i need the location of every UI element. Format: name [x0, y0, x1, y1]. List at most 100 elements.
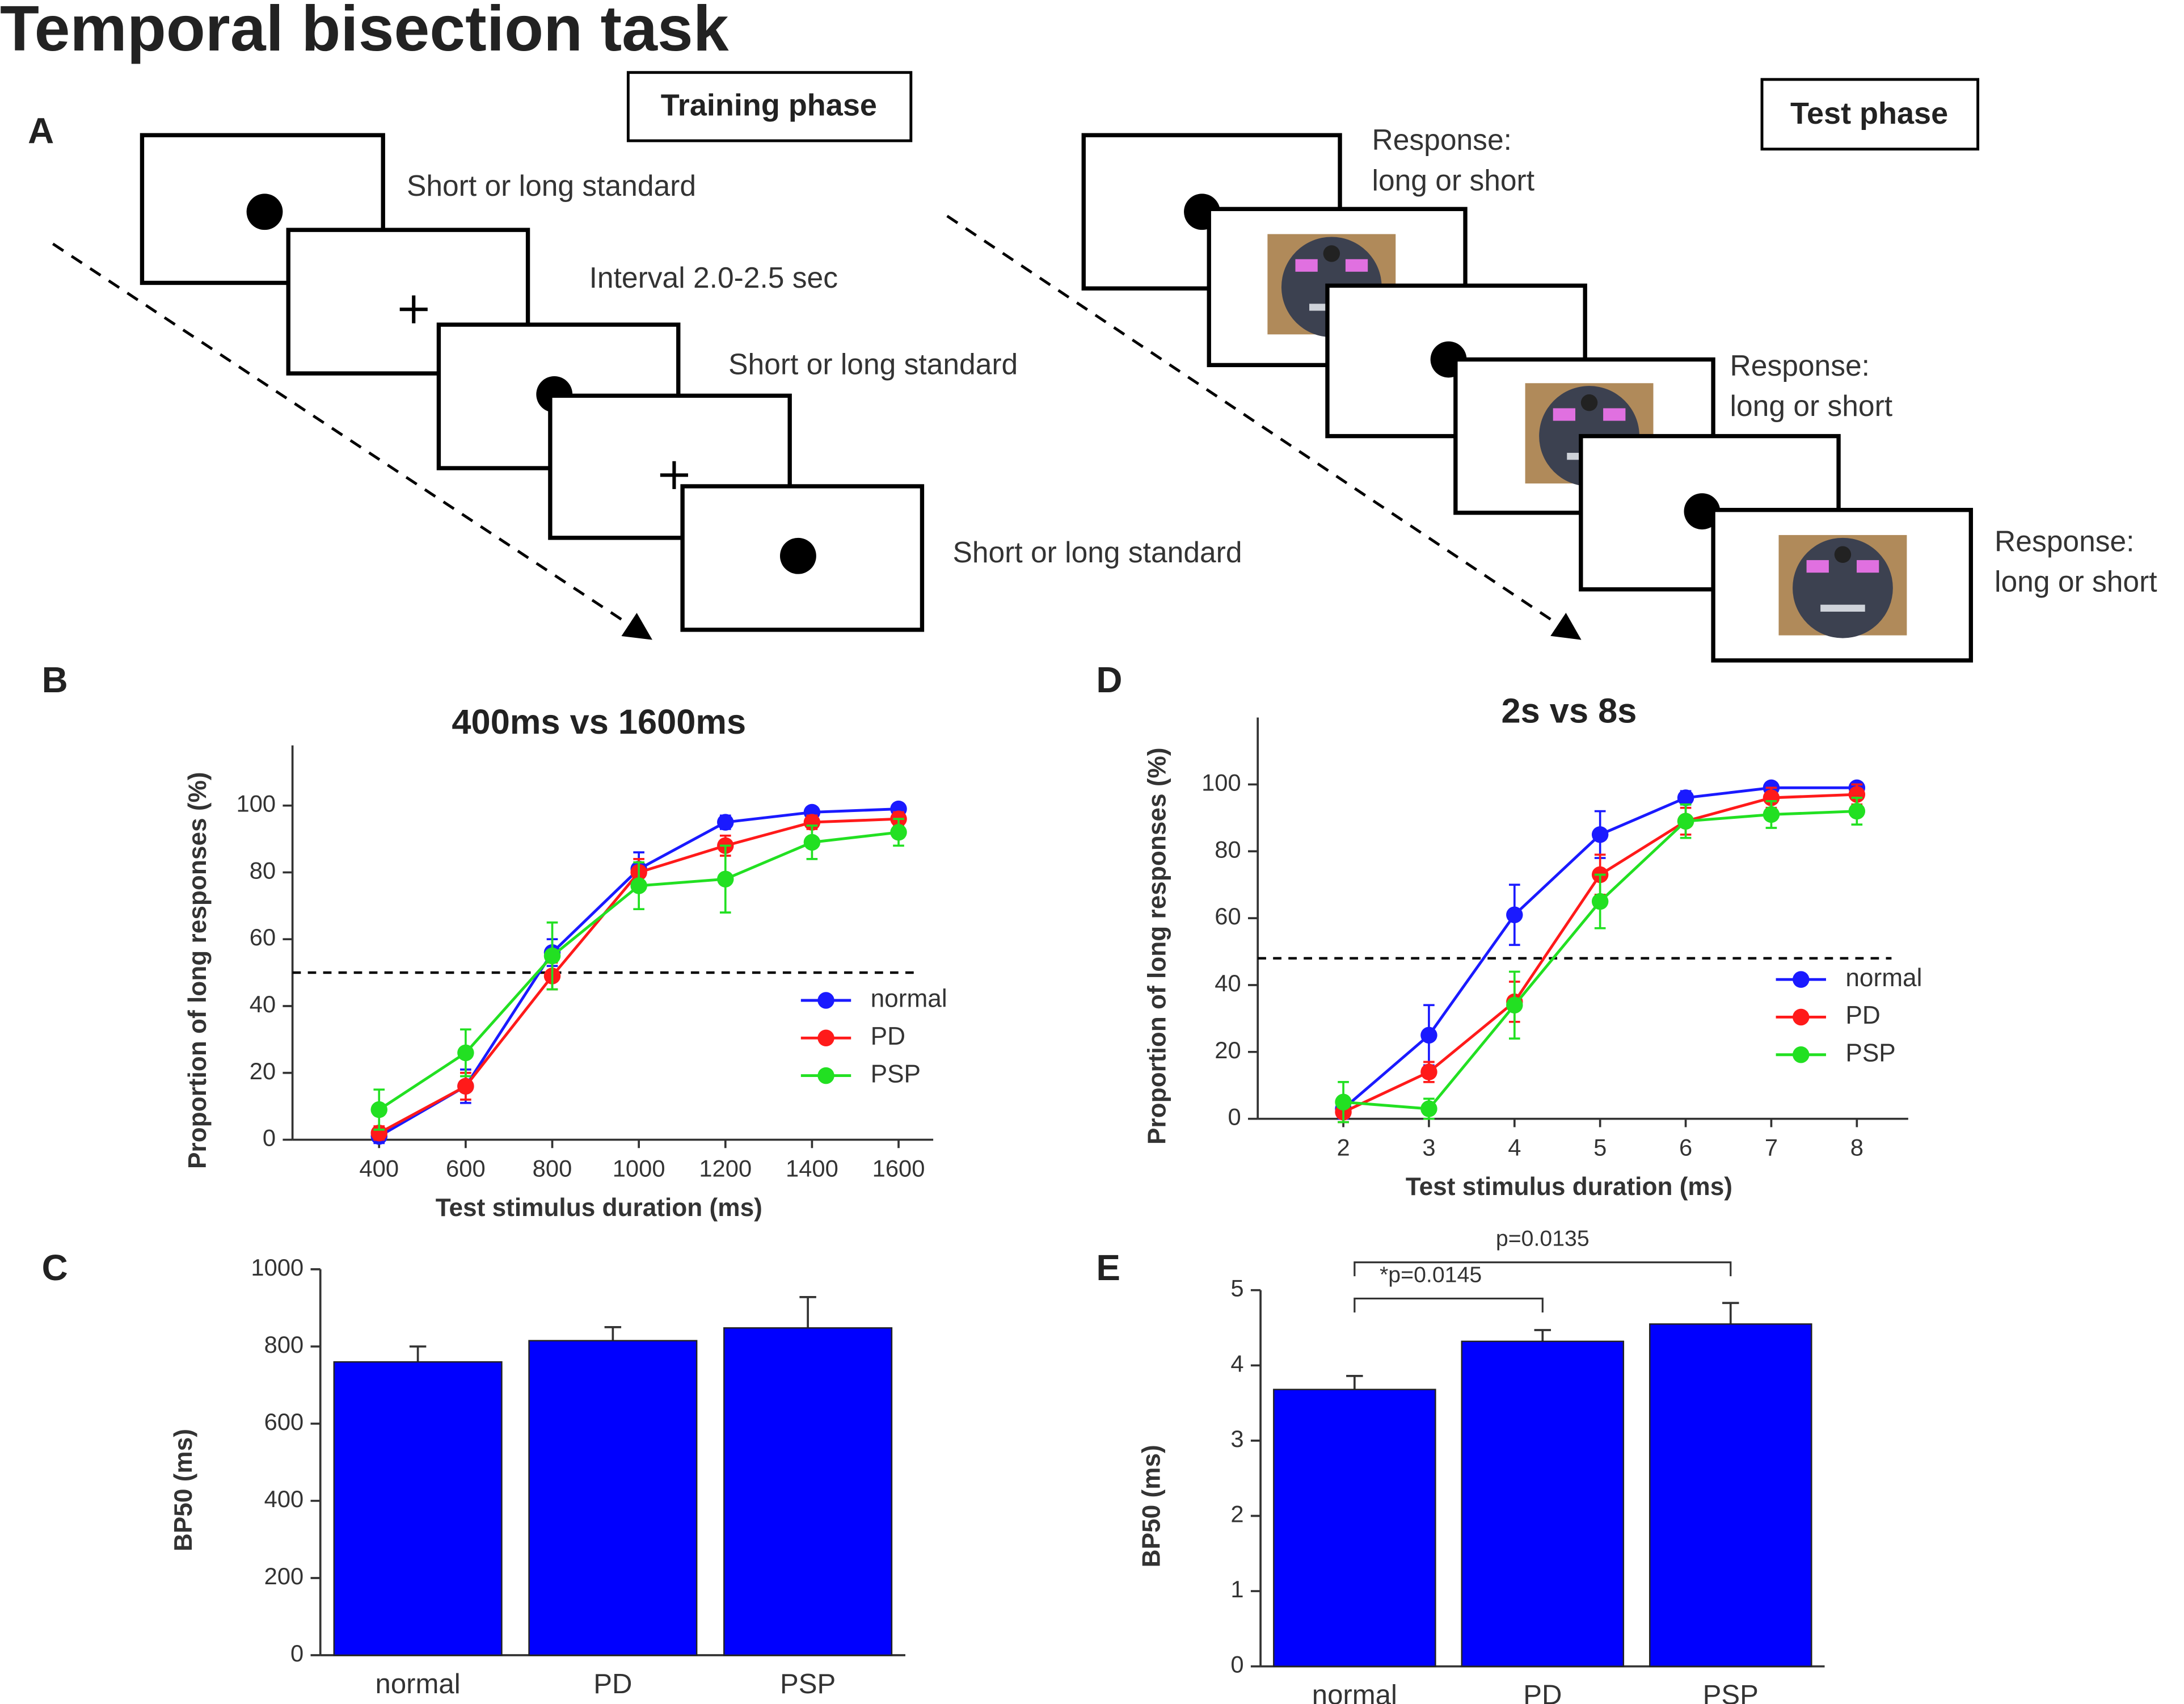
caption: Response: [1730, 349, 1870, 382]
data-point [1591, 893, 1609, 910]
data-point [1848, 802, 1866, 820]
caption: long or short [1372, 163, 1535, 196]
error-bar [799, 1296, 816, 1328]
data-point [1677, 813, 1694, 830]
caption: long or short [1995, 565, 2157, 598]
y-tick-label: 80 [1215, 836, 1241, 862]
panel-label: D [1096, 659, 1122, 700]
y-tick-label: 800 [264, 1331, 304, 1358]
bar [723, 1327, 893, 1656]
y-tick-label: 1 [1230, 1576, 1243, 1602]
legend-marker [817, 1029, 834, 1047]
y-axis-label: BP50 (ms) [1138, 1445, 1166, 1567]
legend-marker [817, 1067, 834, 1084]
x-tick-label: 3 [1422, 1134, 1435, 1161]
x-axis-label: Test stimulus duration (ms) [436, 1194, 762, 1222]
phase-heading: Test phase [1790, 96, 1948, 131]
y-tick-label: 200 [264, 1563, 304, 1589]
x-tick-label: normal [1312, 1680, 1397, 1704]
data-point [543, 947, 561, 965]
legend-marker [1793, 1008, 1810, 1026]
panel-label: A [28, 111, 54, 152]
y-tick-label: 0 [290, 1640, 303, 1667]
x-tick-label: 6 [1679, 1134, 1692, 1161]
error-bar [1534, 1329, 1551, 1341]
legend-marker [1793, 971, 1810, 988]
figure-title: Temporal bisection task [0, 0, 729, 64]
bar [528, 1340, 698, 1656]
x-tick-label: PD [1523, 1680, 1562, 1704]
chart-title: 400ms vs 1600ms [452, 702, 746, 742]
time-arrow [52, 242, 652, 640]
y-tick-label: 0 [1230, 1651, 1243, 1678]
y-tick-label: 3 [1230, 1425, 1243, 1452]
y-tick-label: 600 [264, 1408, 304, 1435]
significance-bracket [1354, 1297, 1544, 1312]
annotation: *p=0.0145 [1380, 1263, 1482, 1288]
phase-heading: Training phase [661, 88, 877, 122]
data-point [630, 877, 647, 894]
x-tick-label: 800 [533, 1155, 572, 1182]
legend-label: normal [871, 985, 947, 1013]
data-point [1763, 806, 1780, 823]
y-tick-label: 40 [1215, 970, 1241, 996]
legend-label: PD [871, 1023, 905, 1050]
phase-box [626, 71, 913, 142]
y-tick-label: 0 [1228, 1104, 1241, 1130]
error-bar [409, 1345, 427, 1362]
significance-bracket [1354, 1261, 1732, 1277]
y-tick-label: 60 [250, 924, 276, 950]
data-point [1420, 1100, 1437, 1117]
x-tick-label: 2 [1336, 1134, 1350, 1161]
x-tick-label: 1400 [786, 1155, 838, 1182]
data-point [1420, 1063, 1437, 1080]
y-tick-label: 20 [1215, 1037, 1241, 1063]
bar [1649, 1323, 1812, 1667]
data-point [890, 824, 907, 841]
y-tick-label: 100 [237, 790, 276, 817]
x-tick-label: 7 [1765, 1134, 1778, 1161]
y-axis-label: BP50 (ms) [170, 1429, 197, 1551]
y-tick-label: 400 [264, 1486, 304, 1512]
data-point [1677, 789, 1694, 806]
data-point [1506, 996, 1523, 1014]
data-point [457, 1078, 474, 1095]
y-axis-label: Proportion of long responses (%) [1144, 747, 1171, 1145]
bar [333, 1361, 503, 1656]
training-frames [140, 133, 925, 632]
bar [1273, 1389, 1436, 1667]
y-tick-label: 5 [1230, 1275, 1243, 1302]
y-tick-label: 2 [1230, 1501, 1243, 1528]
x-tick-label: 1600 [872, 1155, 925, 1182]
caption: Short or long standard [952, 536, 1242, 569]
legend-label: PSP [871, 1060, 921, 1088]
x-tick-label: 8 [1850, 1134, 1863, 1161]
chart-title: 2s vs 8s [1501, 691, 1637, 730]
legend-label: normal [1845, 964, 1922, 992]
data-point [457, 1044, 474, 1062]
y-tick-label: 4 [1230, 1350, 1243, 1377]
x-tick-label: normal [376, 1669, 461, 1699]
x-tick-label: 1000 [613, 1155, 665, 1182]
error-bar [604, 1326, 622, 1341]
x-tick-label: 4 [1508, 1134, 1521, 1161]
data-point [717, 814, 734, 831]
x-tick-label: PD [593, 1669, 632, 1699]
data-point [1506, 906, 1523, 923]
panel-label: E [1096, 1247, 1120, 1288]
x-tick-label: 5 [1593, 1134, 1607, 1161]
legend-marker [1793, 1046, 1810, 1063]
data-point [803, 834, 821, 851]
data-point [370, 1101, 387, 1118]
y-tick-label: 60 [1215, 903, 1241, 929]
error-bar [1346, 1375, 1363, 1390]
x-tick-label: 600 [446, 1155, 486, 1182]
legend-label: PSP [1845, 1039, 1895, 1067]
error-bar [1722, 1302, 1739, 1324]
y-tick-label: 0 [263, 1125, 276, 1151]
y-tick-label: 80 [250, 857, 276, 883]
caption: long or short [1730, 389, 1893, 422]
x-tick-label: PSP [780, 1669, 836, 1699]
x-tick-label: 1200 [699, 1155, 752, 1182]
